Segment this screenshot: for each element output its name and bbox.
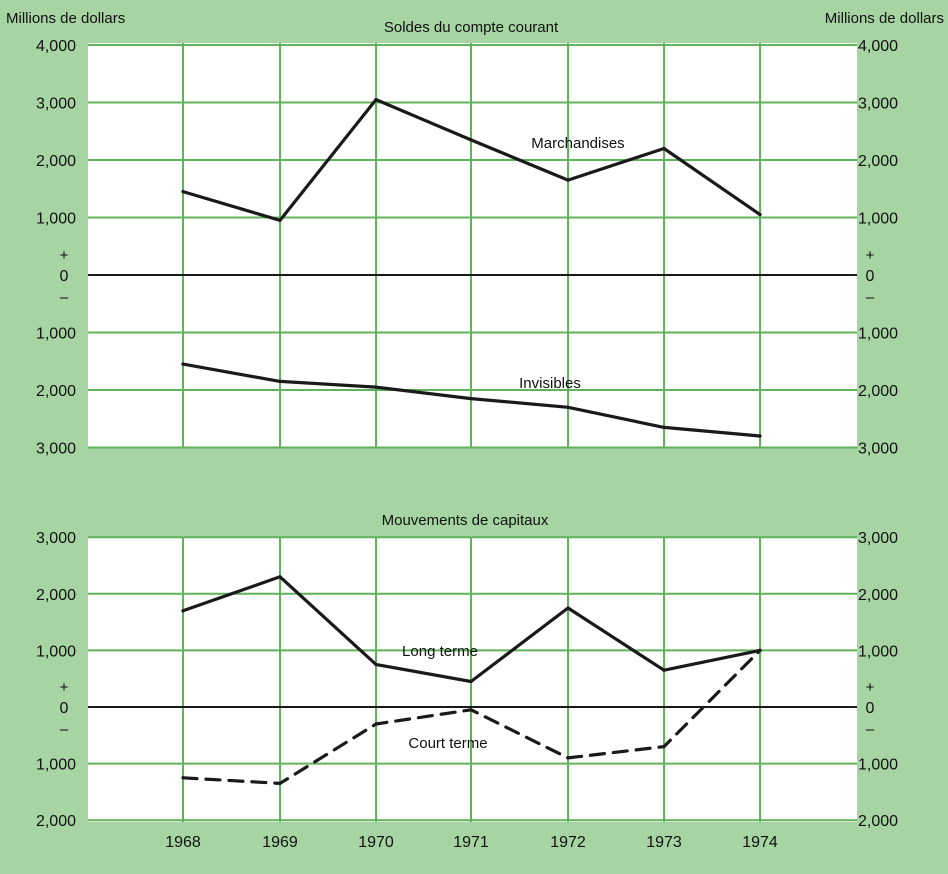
panel1-plus-sign-left: + <box>60 247 69 264</box>
data-point-court-terme <box>374 722 378 726</box>
panel2-ytick-left-label: 0 <box>60 700 69 717</box>
data-point-marchandises <box>662 146 666 151</box>
panel2-ytick-right-label: 3,000 <box>858 530 898 547</box>
panel1-ytick-right-label: 4,000 <box>858 38 898 55</box>
data-point-long-terme <box>566 606 570 610</box>
panel1-minus-sign-right: – <box>866 289 875 306</box>
panel1-ytick-left-label: 2,000 <box>36 383 76 400</box>
panel1-plus-sign-right: + <box>866 247 875 264</box>
data-point-long-terme <box>662 668 666 672</box>
panel2-plus-sign-left: + <box>60 679 69 696</box>
panel2-xtick-label: 1972 <box>550 834 586 851</box>
data-point-invisibles <box>374 385 378 389</box>
panel1-minus-sign-left: – <box>60 289 69 306</box>
panel2-xtick-label: 1968 <box>165 834 201 851</box>
data-point-marchandises <box>566 178 570 182</box>
data-point-long-terme <box>469 679 473 684</box>
panel2-minus-sign-left: – <box>60 721 69 738</box>
data-point-marchandises <box>758 213 762 217</box>
data-point-marchandises <box>181 190 185 194</box>
data-point-long-terme <box>181 609 185 613</box>
panel2-ytick-left-label: 3,000 <box>36 530 76 547</box>
panel2-title: Mouvements de capitaux <box>382 512 549 529</box>
series-label-court-terme: Court terme <box>408 735 487 752</box>
panel1-ytick-right-label: 2,000 <box>858 383 898 400</box>
panel2-ytick-left-label: 1,000 <box>36 643 76 660</box>
panel1-ytick-right-label: 3,000 <box>858 96 898 113</box>
panel2-ytick-right-label: 2,000 <box>858 587 898 604</box>
panel2-xtick-label: 1974 <box>742 834 778 851</box>
series-label-marchandises: Marchandises <box>531 135 624 152</box>
panel1-ytick-left-label: 2,000 <box>36 153 76 170</box>
panel1-ytick-left-label: 0 <box>60 268 69 285</box>
data-point-invisibles <box>278 379 282 383</box>
data-point-court-terme <box>469 708 473 712</box>
data-point-court-terme <box>662 745 666 749</box>
panel1-ytick-right-label: 1,000 <box>858 211 898 228</box>
panel1-ytick-left-label: 3,000 <box>36 96 76 113</box>
panel1-ytick-left-label: 4,000 <box>36 38 76 55</box>
data-point-invisibles <box>181 362 185 366</box>
series-label-invisibles: Invisibles <box>519 375 581 392</box>
panel1-ytick-left-label: 3,000 <box>36 441 76 458</box>
data-point-long-terme <box>278 575 282 579</box>
panel2-ytick-right-label: 0 <box>866 700 875 717</box>
panel2-xtick-label: 1970 <box>358 834 394 851</box>
data-point-court-terme <box>758 648 762 653</box>
panel2-ytick-right-label: 1,000 <box>858 643 898 660</box>
panel1-ytick-right-label: 0 <box>866 268 875 285</box>
data-point-marchandises <box>374 98 378 102</box>
data-point-court-terme <box>181 776 185 780</box>
series-label-long-terme: Long terme <box>402 643 478 660</box>
data-point-marchandises <box>278 218 282 222</box>
data-point-invisibles <box>662 425 666 429</box>
data-point-court-terme <box>278 781 282 786</box>
data-point-marchandises <box>469 138 473 142</box>
panel2-xtick-label: 1971 <box>453 834 489 851</box>
data-point-court-terme <box>566 756 570 760</box>
data-point-invisibles <box>469 397 473 401</box>
panel1-ytick-right-label: 2,000 <box>858 153 898 170</box>
panel2-xtick-label: 1973 <box>646 834 682 851</box>
panel2-plus-sign-right: + <box>866 679 875 696</box>
panel1-ylabel-left: Millions de dollars <box>6 10 125 27</box>
panel1-plot-area <box>88 43 857 447</box>
data-point-invisibles <box>758 434 762 438</box>
panel1-title: Soldes du compte courant <box>384 19 559 36</box>
panel2-xtick-label: 1969 <box>262 834 298 851</box>
data-point-invisibles <box>566 405 570 409</box>
data-point-long-terme <box>374 662 378 667</box>
panel2-ytick-left-label: 1,000 <box>36 757 76 774</box>
panel1-ylabel-right: Millions de dollars <box>825 10 944 27</box>
panel1-ytick-right-label: 3,000 <box>858 441 898 458</box>
panel2-ytick-left-label: 2,000 <box>36 813 76 830</box>
panel1-ytick-left-label: 1,000 <box>36 211 76 228</box>
panel2-ytick-left-label: 2,000 <box>36 587 76 604</box>
panel2-minus-sign-right: – <box>866 721 875 738</box>
panel1-ytick-right-label: 1,000 <box>858 326 898 343</box>
panel2-ytick-right-label: 2,000 <box>858 813 898 830</box>
panel2-ytick-right-label: 1,000 <box>858 757 898 774</box>
panel1-ytick-left-label: 1,000 <box>36 326 76 343</box>
